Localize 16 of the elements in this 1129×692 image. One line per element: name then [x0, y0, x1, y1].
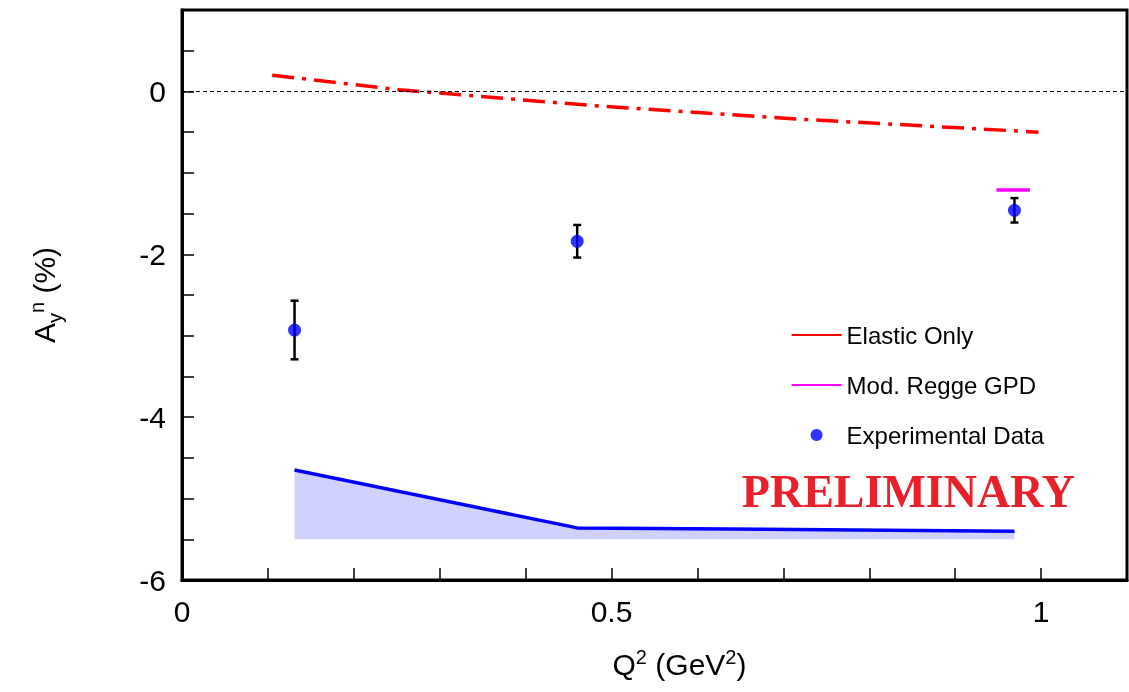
line-series: [270, 73, 1041, 134]
legend-label: Mod. Regge GPD: [846, 371, 1036, 399]
x-tick-label: 1: [1032, 594, 1050, 628]
legend-label: Elastic Only: [846, 321, 974, 349]
y-tick-label: -6: [139, 563, 166, 597]
point: [1007, 203, 1021, 217]
y-tick-label: -2: [139, 237, 166, 271]
x-tick-label: 0: [173, 594, 191, 628]
annotation: PRELIMINARY: [741, 465, 1076, 517]
legend-label: Experimental Data: [846, 421, 1045, 449]
point: [570, 234, 584, 248]
y-tick-label: -4: [139, 400, 166, 434]
x-tick-label: 0.5: [590, 594, 633, 628]
point: [288, 323, 302, 337]
y-tick-label: 0: [149, 74, 166, 108]
x-axis-title: Q$^{2}$ (GeV$^{2}$): [611, 646, 748, 682]
